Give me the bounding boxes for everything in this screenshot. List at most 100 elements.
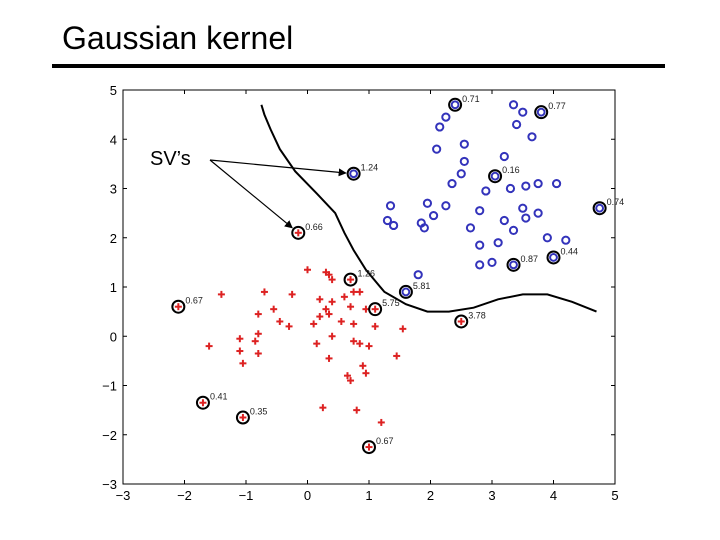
support-vector-ring — [235, 410, 250, 425]
positive-point — [551, 178, 562, 189]
y-tick-label: −3 — [102, 477, 117, 492]
positive-point — [521, 213, 531, 223]
negative-point — [254, 349, 262, 357]
support-vector-positive — [549, 253, 558, 262]
x-tick-label: −2 — [177, 488, 192, 503]
positive-point — [508, 225, 519, 235]
positive-point — [413, 270, 423, 280]
positive-point — [533, 208, 543, 218]
support-vector-ring — [343, 272, 358, 287]
negative-point — [205, 342, 213, 350]
positive-point — [561, 235, 571, 245]
negative-point — [310, 320, 318, 328]
negative-point — [340, 293, 348, 301]
positive-point — [521, 181, 531, 191]
positive-point — [493, 238, 503, 248]
x-tick-label: 2 — [427, 488, 434, 503]
negative-point — [356, 340, 364, 348]
title-underline — [52, 64, 665, 68]
y-tick-label: 0 — [110, 329, 117, 344]
plot-area — [122, 89, 616, 485]
positive-point — [542, 233, 552, 243]
negative-point — [254, 310, 262, 318]
callout-arrow — [209, 159, 293, 229]
x-tick-label: 1 — [365, 488, 372, 503]
negative-point — [316, 313, 324, 321]
positive-point — [441, 112, 451, 122]
support-vector-weight-label: 0.44 — [561, 246, 579, 256]
support-vector-positive — [490, 171, 500, 181]
negative-point — [285, 322, 293, 330]
x-tick-label: −3 — [116, 488, 131, 503]
negative-point — [343, 372, 351, 380]
negative-point — [260, 288, 268, 296]
support-vector-weight-label: 5.81 — [413, 281, 431, 291]
positive-point — [465, 223, 476, 233]
support-vector-positive — [349, 169, 359, 179]
support-vector-weight-label: 3.78 — [468, 310, 486, 320]
positive-point — [385, 201, 396, 211]
negative-point — [353, 406, 361, 414]
sv-callout-text: SV’s — [150, 148, 191, 170]
positive-point — [422, 198, 433, 208]
y-tick-label: 4 — [110, 132, 117, 147]
positive-point — [512, 119, 522, 130]
x-tick-label: 4 — [550, 488, 557, 503]
support-vector-ring — [346, 166, 361, 181]
positive-point — [432, 144, 442, 154]
negative-point — [325, 354, 333, 362]
support-vector-positive — [401, 287, 411, 297]
positive-point — [499, 151, 509, 162]
support-vector-weight-label: 0.67 — [185, 296, 203, 306]
support-vector-negative — [371, 305, 379, 313]
positive-point — [389, 220, 399, 231]
negative-point — [377, 418, 385, 426]
y-tick-label: 1 — [110, 280, 117, 295]
positive-point — [527, 132, 537, 142]
x-tick-label: −1 — [239, 488, 254, 503]
negative-point — [337, 317, 345, 325]
positive-point — [475, 240, 485, 250]
support-vector-positive — [536, 107, 546, 117]
y-tick-label: −2 — [102, 428, 117, 443]
y-tick-label: 3 — [110, 182, 117, 197]
positive-point — [518, 203, 528, 213]
support-vector-ring — [506, 257, 521, 272]
positive-point — [459, 139, 469, 149]
support-vector-weight-label: 0.74 — [607, 197, 625, 207]
y-tick-label: 2 — [110, 231, 117, 246]
support-vector-ring — [488, 169, 503, 184]
negative-point — [313, 340, 321, 348]
negative-point — [347, 377, 355, 385]
negative-point — [304, 266, 311, 274]
negative-point — [236, 335, 244, 343]
negative-point — [270, 305, 278, 313]
support-vector-weight-label: 0.41 — [210, 392, 228, 402]
support-vector-ring — [171, 299, 186, 314]
negative-point — [350, 337, 358, 345]
negative-point — [350, 288, 358, 296]
positive-point — [441, 201, 451, 211]
negative-point — [325, 271, 333, 279]
positive-point — [456, 169, 466, 179]
support-vector-weight-label: 0.16 — [502, 165, 520, 175]
callout-arrow — [209, 159, 347, 177]
positive-point — [382, 215, 393, 226]
support-vector-weight-label: 0.87 — [521, 254, 539, 264]
negative-point — [322, 305, 330, 313]
support-vector-weight-label: 0.35 — [250, 407, 268, 417]
decision-boundary — [260, 104, 597, 313]
negative-point — [325, 310, 333, 318]
support-vector-negative — [294, 229, 302, 237]
negative-point — [328, 332, 336, 340]
support-vector-ring — [546, 250, 561, 265]
x-tick-label: 3 — [488, 488, 495, 503]
x-tick-label: 0 — [304, 488, 311, 503]
support-vector-weight-label: 5.75 — [382, 298, 400, 308]
positive-point — [508, 100, 519, 110]
positive-point — [447, 178, 457, 189]
negative-point — [217, 290, 225, 298]
support-vector-ring — [398, 284, 413, 299]
y-tick-label: 5 — [110, 83, 117, 98]
support-vector-ring — [448, 97, 463, 112]
